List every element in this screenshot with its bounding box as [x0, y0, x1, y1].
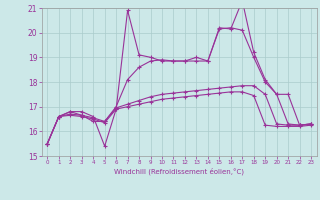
X-axis label: Windchill (Refroidissement éolien,°C): Windchill (Refroidissement éolien,°C) — [114, 168, 244, 175]
